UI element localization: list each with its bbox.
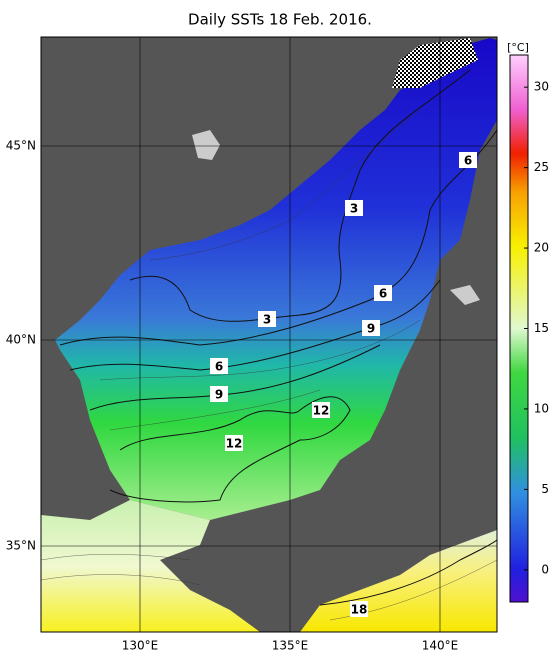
lat-label: 35°N: [6, 539, 36, 553]
lake: [450, 285, 480, 305]
contour-label: 18: [351, 603, 368, 617]
island: [192, 130, 220, 160]
contour-label-box: [210, 386, 228, 402]
colorbar-unit: [°C]: [507, 41, 529, 54]
contour-label-box: [345, 200, 363, 216]
contour-labels: 6 3 6 3 9 6 9 12 12 18: [210, 152, 477, 617]
colorbar-tick-label: 10: [534, 401, 549, 415]
graticule: 45°N 40°N 35°N 130°E 135°E 140°E: [6, 37, 497, 653]
contour-label: 6: [379, 287, 387, 301]
colorbar-ticks: 0 5 10 15 20 25 30: [524, 80, 549, 576]
map-frame: [40, 36, 498, 633]
colorbar-tick-label: 0: [541, 562, 549, 576]
contour-label: 12: [313, 404, 330, 418]
contour-label: 3: [263, 313, 271, 327]
sea-ice-hatch: [392, 38, 478, 88]
contour-label: 6: [215, 360, 223, 374]
contour-label-box: [459, 152, 477, 168]
lon-label: 130°E: [122, 639, 159, 653]
contour-label: 3: [350, 202, 358, 216]
colorbar-tick-label: 15: [534, 321, 549, 335]
lon-label: 135°E: [272, 639, 309, 653]
contour-label-box: [210, 358, 228, 374]
lat-label: 45°N: [6, 139, 36, 153]
pacific: [300, 530, 497, 632]
colorbar-tick-label: 5: [541, 482, 549, 496]
contour-label-box: [258, 311, 276, 327]
colorbar-tick-label: 25: [534, 160, 549, 174]
contour-label-box: [350, 601, 368, 617]
contour-label-box: [225, 435, 243, 451]
map: [41, 37, 497, 632]
contour-label: 6: [464, 154, 472, 168]
contour-label-box: [374, 285, 392, 301]
east-china-sea: [41, 500, 260, 632]
contour-label-box: [362, 320, 380, 336]
colorbar-tick-label: 30: [534, 80, 549, 94]
contour-label-box: [312, 402, 330, 418]
lon-label: 140°E: [422, 639, 459, 653]
title: Daily SSTs 18 Feb. 2016.: [188, 11, 372, 29]
contour-label: 9: [367, 322, 375, 336]
contour-label: 12: [226, 437, 243, 451]
sea-of-japan: [55, 38, 497, 520]
colorbar-tick-label: 20: [534, 241, 549, 255]
lat-label: 40°N: [6, 333, 36, 347]
contour-label: 9: [215, 388, 223, 402]
